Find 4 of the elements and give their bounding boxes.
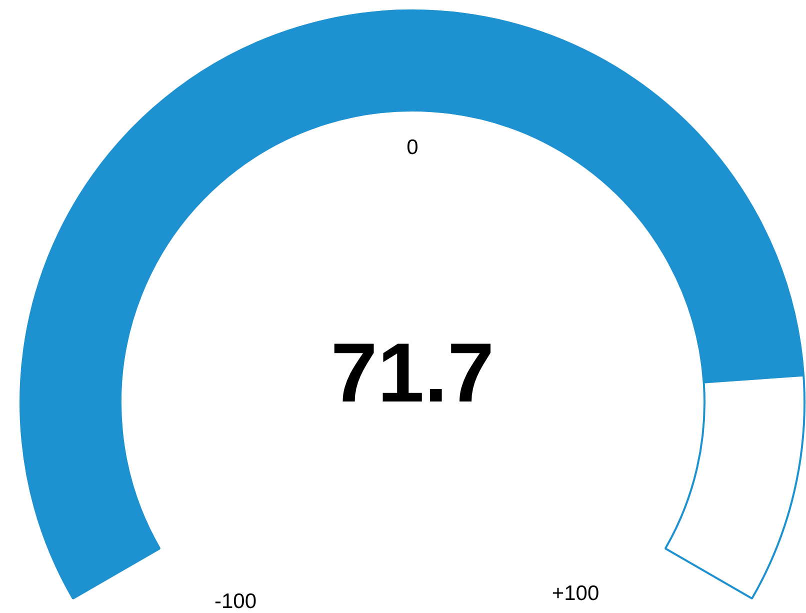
text: 0 — [406, 136, 418, 159]
text: +100 — [552, 582, 600, 605]
text: -100 — [214, 590, 257, 613]
text: 71.7 — [330, 326, 494, 420]
